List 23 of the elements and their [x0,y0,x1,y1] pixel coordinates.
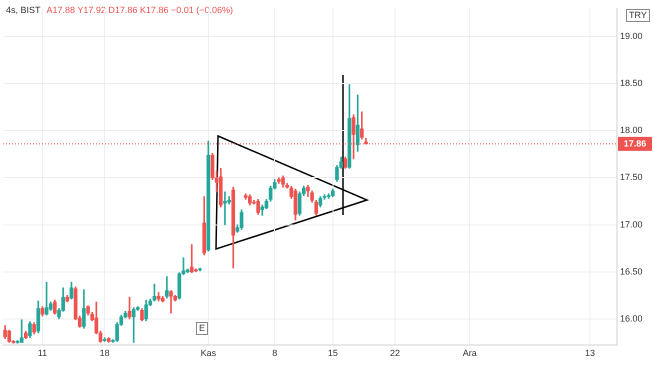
x-tick-label: Kas [200,348,217,358]
annotation: E [196,322,208,335]
candlestick [44,282,48,316]
candlestick [169,290,173,314]
y-tick-label: 17.00 [620,219,643,230]
chart-subtitle: A17.88 Y17.92 D17.86 K17.86 −0.01 (−0.06%) [46,5,233,15]
ref-line-label: 17.86 [624,138,646,148]
y-tick-label: 18.50 [620,78,643,88]
candlestick [223,192,227,226]
y-tick-label: 16.50 [620,266,643,276]
x-tick-label: 11 [38,348,48,358]
x-tick-label: 13 [585,348,596,358]
x-tick-label: 22 [390,348,400,358]
x-tick-label: 8 [272,348,278,358]
y-tick-label: 18.00 [620,125,643,136]
text: TRY [626,9,650,22]
chart-title: 4s, BIST [6,5,41,15]
x-tick-label: 18 [100,348,110,358]
x-tick-label: Ara [462,348,477,358]
y-tick-label: 16.00 [620,313,643,324]
x-tick-label: 15 [328,348,338,358]
y-tick-label: 19.00 [620,31,643,42]
y-tick-label: 17.50 [620,172,643,182]
